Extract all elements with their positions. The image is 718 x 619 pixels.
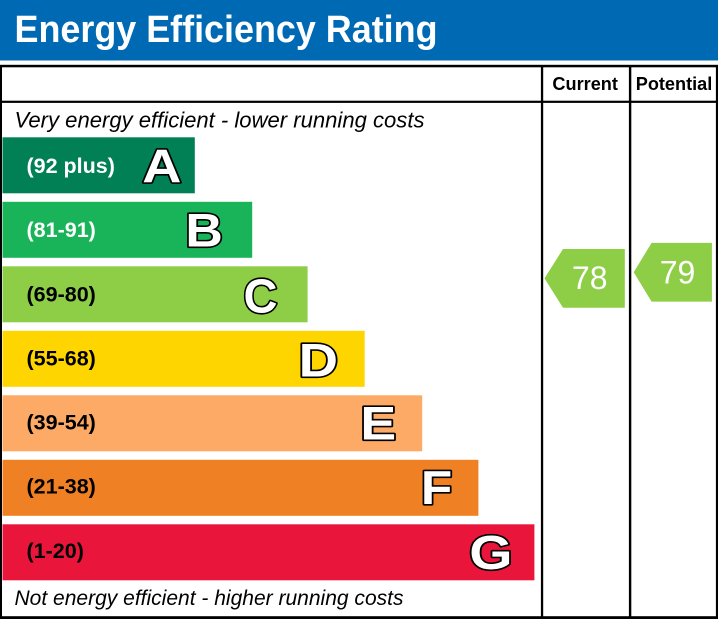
svg-text:D: D [299,334,338,387]
svg-text:(92 plus): (92 plus) [27,154,115,178]
svg-text:Not energy efficient - higher: Not energy efficient - higher running co… [15,587,404,610]
svg-text:B: B [185,204,223,257]
svg-text:(69-80): (69-80) [27,282,96,306]
svg-text:79: 79 [660,254,696,290]
svg-text:(21-38): (21-38) [27,475,96,499]
svg-text:F: F [421,461,452,514]
svg-text:78: 78 [572,260,608,296]
svg-text:C: C [244,270,278,323]
svg-text:(1-20): (1-20) [27,539,84,563]
svg-text:(81-91): (81-91) [27,218,96,242]
svg-text:Current: Current [552,74,618,94]
svg-text:E: E [360,397,396,450]
svg-text:Energy Efficiency Rating: Energy Efficiency Rating [15,9,438,51]
svg-text:Potential: Potential [636,74,713,94]
svg-text:(55-68): (55-68) [27,346,96,370]
svg-text:A: A [142,139,181,192]
svg-text:Very energy efficient - lower: Very energy efficient - lower running co… [15,108,425,133]
svg-text:G: G [469,527,512,580]
svg-text:(39-54): (39-54) [27,411,96,435]
